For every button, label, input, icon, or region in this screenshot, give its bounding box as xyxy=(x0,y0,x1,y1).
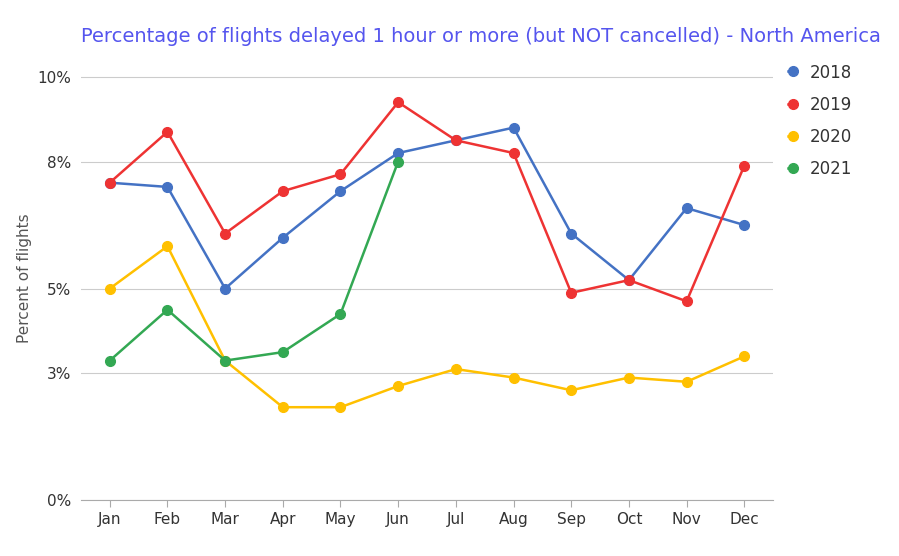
Legend: 2018, 2019, 2020, 2021: 2018, 2019, 2020, 2021 xyxy=(788,64,852,178)
Y-axis label: Percent of flights: Percent of flights xyxy=(17,213,31,343)
Text: Percentage of flights delayed 1 hour or more (but NOT cancelled) - North America: Percentage of flights delayed 1 hour or … xyxy=(81,27,881,46)
